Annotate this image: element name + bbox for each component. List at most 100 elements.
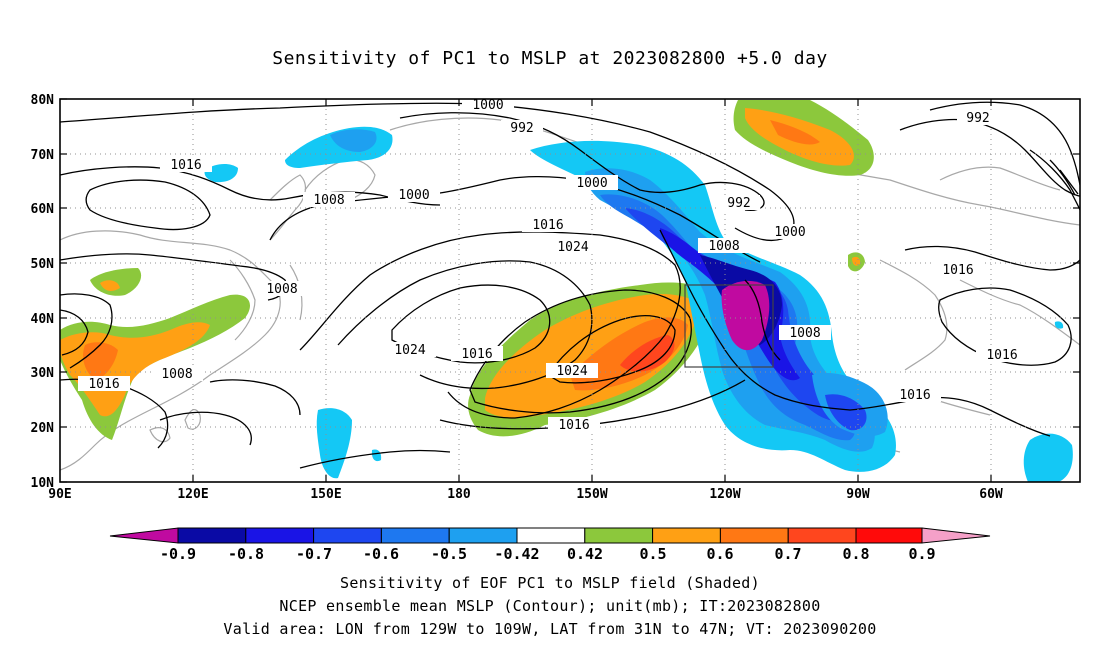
lat-label: 10N xyxy=(31,476,55,491)
colorbar-cell xyxy=(719,527,789,544)
contour-label: 1008 xyxy=(303,192,355,208)
plot-title: Sensitivity of PC1 to MSLP at 2023082800… xyxy=(272,48,828,69)
shade-negative-atlantic-small xyxy=(1054,321,1064,329)
shade-positive-tibet-core xyxy=(100,280,120,291)
contour-label-text: 992 xyxy=(966,111,989,126)
contour-label-text: 1016 xyxy=(88,377,119,392)
lat-label: 60N xyxy=(31,202,55,217)
contour-label-text: 1024 xyxy=(556,364,587,379)
colorbar-label: 0.5 xyxy=(639,545,666,563)
contour-label-text: 1008 xyxy=(161,367,192,382)
contour-label: 1024 xyxy=(384,342,436,358)
shade-positive-greenland-core xyxy=(770,120,820,145)
latitude-labels: 80N 70N 60N 50N 40N 30N 20N 10N xyxy=(31,93,55,491)
contour-label: 1000 xyxy=(764,224,816,240)
contour-label: 1024 xyxy=(546,363,598,379)
colorbar-label: 0.9 xyxy=(908,545,935,563)
colorbar-cell xyxy=(448,527,518,544)
colorbar-label: -0.8 xyxy=(228,545,264,563)
contour-label: 1008 xyxy=(779,325,831,341)
contour-label-text: 1008 xyxy=(313,193,344,208)
contour-label: 992 xyxy=(957,110,999,126)
colorbar-cell xyxy=(177,527,247,544)
colorbar-label: -0.42 xyxy=(494,545,539,563)
caption-line-1: Sensitivity of EOF PC1 to MSLP field (Sh… xyxy=(340,574,760,592)
colorbar-cell xyxy=(109,527,179,544)
contour-label-text: 1016 xyxy=(899,388,930,403)
shade-positive-central-pacific-inner xyxy=(570,317,688,391)
shade-negative-westcoast-core xyxy=(721,280,770,351)
shade-negative-southeast-lobe-inner xyxy=(825,394,867,431)
axis-ticks xyxy=(60,98,1080,483)
colorbar-label: -0.7 xyxy=(296,545,332,563)
colorbar-cell xyxy=(855,527,923,544)
colorbar-labels: -0.9 -0.8 -0.7 -0.6 -0.5 -0.42 0.42 0.5 … xyxy=(160,545,936,563)
colorbar-label: 0.7 xyxy=(774,545,801,563)
contour-label-text: 992 xyxy=(510,121,533,136)
contour-label: 1008 xyxy=(698,238,750,254)
contour-label: 1000 xyxy=(566,175,618,191)
lon-label: 60W xyxy=(979,487,1003,502)
contour-label-text: 1008 xyxy=(266,282,297,297)
sensitivity-shading xyxy=(60,100,1073,482)
longitude-labels: 90E 120E 150E 180 150W 120W 90W 60W xyxy=(48,487,1003,502)
contour-label-text: 1000 xyxy=(398,188,429,203)
shade-negative-siberia xyxy=(204,164,238,183)
lat-label: 80N xyxy=(31,93,55,108)
lon-label: 90W xyxy=(846,487,870,502)
contour-label-text: 1016 xyxy=(942,263,973,278)
lon-label: 180 xyxy=(447,487,471,502)
colorbar-cell xyxy=(652,527,721,544)
contour-label-text: 1000 xyxy=(472,98,503,113)
colorbar xyxy=(109,527,991,544)
contour-label-text: 1000 xyxy=(774,225,805,240)
caption-line-3: Valid area: LON from 129W to 109W, LAT f… xyxy=(223,620,877,638)
contour-label-text: 1000 xyxy=(576,176,607,191)
lat-label: 50N xyxy=(31,257,55,272)
colorbar-label: 0.8 xyxy=(842,545,869,563)
contour-label: 1008 xyxy=(256,281,308,297)
lon-label: 120W xyxy=(709,487,740,502)
contour-label: 1024 xyxy=(547,239,599,255)
lat-label: 20N xyxy=(31,421,55,436)
lon-label: 120E xyxy=(177,487,208,502)
contour-label: 1016 xyxy=(548,417,600,433)
contour-label: 1000 xyxy=(388,187,440,203)
lon-label: 150W xyxy=(576,487,607,502)
colorbar-label: 0.6 xyxy=(706,545,733,563)
contour-label-text: 1024 xyxy=(557,240,588,255)
shade-positive-central-pacific-core xyxy=(620,335,675,372)
lon-label: 90E xyxy=(48,487,71,502)
contour-label-text: 1016 xyxy=(461,347,492,362)
contour-label-text: 1024 xyxy=(394,343,425,358)
contour-label-text: 1008 xyxy=(789,326,820,341)
colorbar-cell xyxy=(245,527,315,544)
contour-label: 1016 xyxy=(160,157,212,173)
contour-label: 1016 xyxy=(976,347,1028,363)
contour-label-text: 992 xyxy=(727,196,750,211)
colorbar-label: 0.42 xyxy=(567,545,603,563)
lat-label: 70N xyxy=(31,148,55,163)
colorbar-cell xyxy=(921,527,991,544)
contour-label-text: 1008 xyxy=(708,239,739,254)
shade-negative-wpac-small xyxy=(371,449,382,462)
shade-negative-kamchatka-inner xyxy=(330,129,377,152)
lat-label: 30N xyxy=(31,366,55,381)
lat-label: 40N xyxy=(31,312,55,327)
contour-label: 1000 xyxy=(462,97,514,113)
valid-area-box xyxy=(684,284,774,368)
contour-label-text: 1016 xyxy=(558,418,589,433)
colorbar-label: -0.9 xyxy=(160,545,196,563)
contour-label-text: 1016 xyxy=(986,348,1017,363)
colorbar-cell xyxy=(313,527,382,544)
contour-label: 1016 xyxy=(522,217,574,233)
map-frame xyxy=(59,98,1081,483)
colorbar-cell xyxy=(787,527,857,544)
colorbar-cell xyxy=(380,527,450,544)
colorbar-label: -0.5 xyxy=(431,545,467,563)
shade-negative-atlantic xyxy=(1023,433,1073,482)
contour-label: 1016 xyxy=(78,376,130,392)
contour-label-text: 1016 xyxy=(532,218,563,233)
contour-label: 1016 xyxy=(451,346,503,362)
colorbar-label: -0.6 xyxy=(363,545,399,563)
